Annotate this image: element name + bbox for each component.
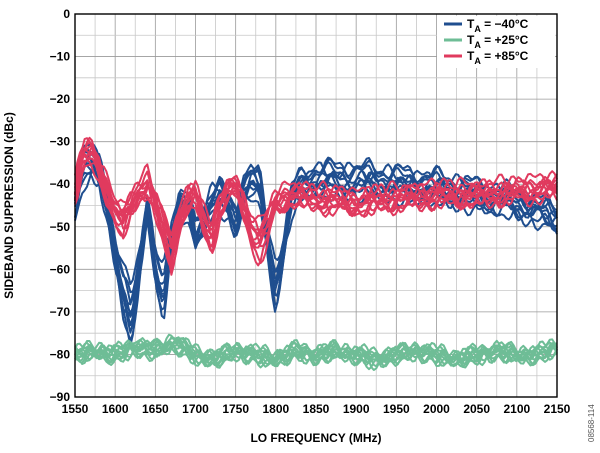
x-tick-label: 1900 xyxy=(343,402,370,416)
figure-code: 08568-114 xyxy=(587,404,596,442)
x-tick-label: 1700 xyxy=(182,402,209,416)
x-tick-label: 2000 xyxy=(423,402,450,416)
series-2 xyxy=(74,333,558,371)
y-axis-ticks: 0 −10 −20 −30 −40 −50 −60 −70 −80 −90 xyxy=(50,7,71,404)
y-tick-label: −90 xyxy=(50,390,71,404)
series-trace xyxy=(74,337,558,362)
x-tick-label: 1850 xyxy=(303,402,330,416)
y-tick-label: −70 xyxy=(50,305,71,319)
x-axis-ticks: 1550 1600 1650 1700 1750 1800 1850 1900 1950 2000… xyxy=(62,402,571,416)
series-trace xyxy=(74,148,558,305)
x-tick-label: 2100 xyxy=(503,402,530,416)
x-tick-label: 1550 xyxy=(62,402,89,416)
x-tick-label: 1950 xyxy=(383,402,410,416)
x-tick-label: 1600 xyxy=(102,402,129,416)
legend-entry: TA = +25°C xyxy=(467,33,529,50)
y-tick-label: −40 xyxy=(50,177,71,191)
x-tick-label: 2150 xyxy=(544,402,571,416)
series-3 xyxy=(74,136,558,276)
legend-entry: TA = +85°C xyxy=(467,49,529,66)
series-trace xyxy=(74,342,558,368)
y-tick-label: −10 xyxy=(50,50,71,64)
y-tick-label: −60 xyxy=(50,262,71,276)
x-axis-title: LO FREQUENCY (MHz) xyxy=(250,431,381,445)
x-tick-label: 2050 xyxy=(463,402,490,416)
y-axis-title: SIDEBAND SUPPRESSION (dBc) xyxy=(2,112,16,299)
chart-series-layer xyxy=(74,136,558,371)
series-trace xyxy=(74,145,558,248)
plot-frame xyxy=(74,13,558,398)
series-trace xyxy=(74,145,558,270)
legend-entry: TA = −40°C xyxy=(467,17,529,34)
y-tick-label: −80 xyxy=(50,347,71,361)
y-tick-label: −20 xyxy=(50,92,71,106)
y-tick-label: 0 xyxy=(63,7,70,21)
x-tick-label: 1800 xyxy=(262,402,289,416)
x-tick-label: 1650 xyxy=(142,402,169,416)
chart-legend: TA = −40°CTA = +25°CTA = +85°C xyxy=(437,16,555,68)
x-tick-label: 1750 xyxy=(222,402,249,416)
y-tick-label: −50 xyxy=(50,220,71,234)
y-tick-label: −30 xyxy=(50,135,71,149)
